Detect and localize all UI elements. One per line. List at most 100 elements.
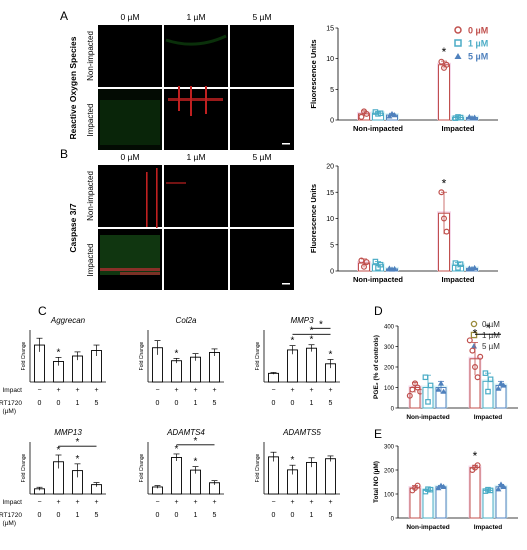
- impact-sign: +: [56, 499, 60, 506]
- dose-label: 5: [213, 400, 217, 407]
- y-tick-label: 10: [326, 216, 334, 223]
- panel-letter-c: C: [38, 304, 47, 318]
- y-tick-label: 5: [330, 87, 334, 94]
- micrograph-grid-b: 0 µM 1 µM 5 µM Non-impacted Impacted Cas…: [68, 152, 294, 290]
- chart-title: Aggrecan: [50, 316, 86, 325]
- impact-sign: +: [174, 387, 178, 394]
- bar: [210, 352, 220, 382]
- chart-title: ADAMTS4: [166, 428, 205, 437]
- significance-star: *: [486, 321, 491, 335]
- dose-label: 0: [175, 400, 179, 407]
- dose-label: 1: [194, 400, 198, 407]
- micrograph: [230, 229, 294, 290]
- dose-label: 0: [272, 512, 276, 519]
- impact-sign: +: [193, 499, 197, 506]
- dose-label: 0: [38, 512, 42, 519]
- impact-sign: +: [328, 387, 332, 394]
- panel-letter-d: D: [374, 304, 383, 318]
- micrograph: [230, 165, 294, 227]
- y-axis-label: Fold Change: [139, 341, 145, 370]
- y-tick-label: 100: [384, 386, 395, 392]
- y-tick-label: 400: [384, 325, 395, 331]
- micrograph: [98, 25, 162, 87]
- row-label-impacted: Impacted: [86, 244, 95, 277]
- micrograph-grid-a: 0 µM 1 µM 5 µM Non-impacted Impacted Rea…: [68, 12, 294, 150]
- impact-sign: +: [94, 387, 98, 394]
- row-label-nonimpacted: Non-impacted: [86, 171, 95, 221]
- y-axis-label: Fold Change: [21, 341, 27, 370]
- impact-label: Impact: [2, 499, 22, 506]
- y-tick-label: 10: [326, 56, 334, 63]
- chart-title: ADAMTS5: [282, 428, 321, 437]
- col-label-1: 1 µM: [186, 12, 205, 22]
- dose-label: 1: [76, 512, 80, 519]
- dose-label: 0: [156, 400, 160, 407]
- y-tick-label: 0: [330, 118, 334, 125]
- panel-letter-e: E: [374, 427, 382, 441]
- y-tick-label: 0: [391, 517, 395, 523]
- chart-c6: ADAMTS5 Fold Change * − + + +0 0 1 5: [255, 428, 340, 519]
- impact-sign: +: [193, 387, 197, 394]
- srt-unit: (µM): [3, 520, 17, 527]
- y-tick-label: 300: [384, 445, 395, 451]
- impact-sign: +: [290, 387, 294, 394]
- dose-label: 5: [213, 512, 217, 519]
- dose-label: 1: [310, 400, 314, 407]
- y-axis-label: Fold Change: [21, 453, 27, 482]
- y-tick-label: 15: [326, 26, 334, 33]
- dose-label: 5: [95, 512, 99, 519]
- micrograph: [98, 165, 162, 227]
- col-label-0: 0 µM: [120, 152, 139, 162]
- x-tick-label: Impacted: [474, 524, 503, 531]
- bar: [439, 65, 450, 120]
- y-tick-label: 5: [330, 242, 334, 249]
- dose-label: 5: [329, 400, 333, 407]
- x-tick-label: Non-impacted: [353, 275, 403, 284]
- srt-unit: (µM): [3, 408, 17, 415]
- dose-label: 0: [291, 512, 295, 519]
- legend-a: 0 µM 1 µM 5 µM: [455, 26, 489, 62]
- data-point: [470, 348, 475, 353]
- impact-sign: +: [328, 499, 332, 506]
- micrograph: [164, 229, 228, 290]
- impact-sign: +: [56, 387, 60, 394]
- bar: [436, 487, 446, 518]
- impact-sign: +: [75, 499, 79, 506]
- col-label-0: 0 µM: [120, 12, 139, 22]
- y-axis-label: Fold Change: [255, 341, 261, 370]
- row-title: Caspase 3/7: [68, 203, 78, 252]
- legend-label-2: 5 µM: [482, 342, 500, 351]
- dose-label: 5: [95, 400, 99, 407]
- bar: [496, 487, 506, 518]
- chart-title: MMP13: [54, 428, 82, 437]
- y-axis-label: Fluorescence Units: [309, 184, 318, 253]
- dose-label: 0: [57, 512, 61, 519]
- x-tick-label: Non-impacted: [406, 414, 449, 421]
- chart-e: 0 100 200 300 Total NO (µM) Non-impacted Impac…: [373, 445, 518, 532]
- bar: [172, 361, 182, 382]
- y-tick-label: 0: [330, 269, 334, 276]
- significance-star: *: [319, 319, 323, 330]
- bar: [470, 468, 480, 518]
- dose-label: 1: [76, 400, 80, 407]
- significance-star: *: [76, 437, 80, 448]
- impact-sign: +: [309, 499, 313, 506]
- significance-star: *: [76, 454, 80, 465]
- bar: [307, 462, 317, 494]
- x-tick-label: Non-impacted: [406, 524, 449, 531]
- y-tick-label: 200: [384, 366, 395, 372]
- impact-sign: −: [271, 387, 275, 394]
- bar: [326, 459, 336, 494]
- impact-sign: −: [271, 499, 275, 506]
- micrograph: [230, 25, 294, 87]
- dose-label: 0: [175, 512, 179, 519]
- significance-star: *: [473, 449, 478, 463]
- chart-c4: MMP13Fold Change***ImpactSRT1720(µM)−+++…: [0, 428, 106, 527]
- significance-star: *: [175, 348, 179, 359]
- chart-c2: Col2aFold Change *− + + +0 0 1 5: [139, 316, 224, 407]
- micrograph: [164, 25, 228, 87]
- x-tick-label: Non-impacted: [353, 124, 403, 133]
- bar: [423, 490, 433, 518]
- y-tick-label: 15: [326, 190, 334, 197]
